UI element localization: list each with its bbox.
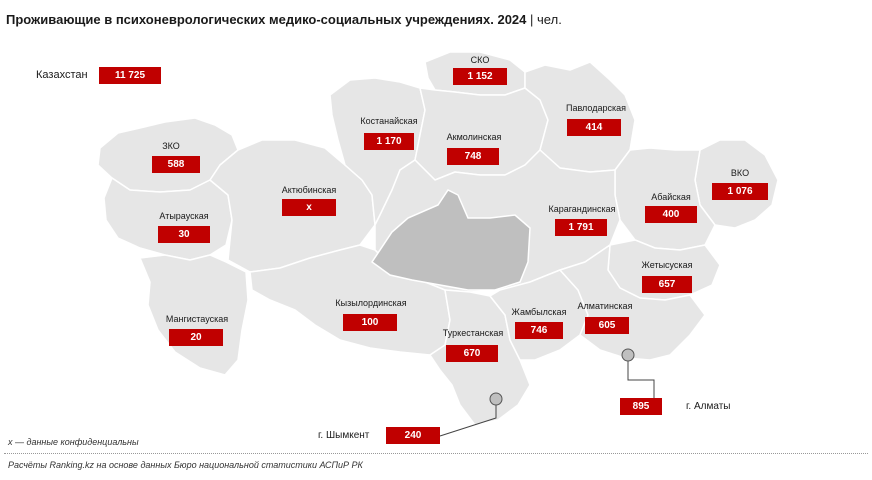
label-vko: ВКО (730, 168, 750, 178)
value-zhetysu: 657 (642, 276, 692, 293)
total-label: Казахстан (36, 69, 88, 81)
label-shymkent-city: г. Шымкент (318, 430, 370, 441)
value-akmola: 748 (447, 148, 499, 165)
title-separator: | (530, 12, 534, 27)
value-zhambyl: 746 (515, 322, 563, 339)
value-mangistau: 20 (169, 329, 223, 346)
shymkent-leader-line (439, 400, 497, 437)
label-karaganda: Карагандинская (548, 204, 616, 214)
label-mangistau: Мангистауская (165, 314, 229, 324)
value-shymkent-city: 240 (386, 427, 440, 444)
almaty-leader-line (627, 357, 655, 398)
title-main: Проживающие в психоневрологических медик… (6, 12, 527, 27)
value-sko: 1 152 (453, 68, 507, 85)
footer-divider (4, 453, 868, 454)
label-almaty-oblast: Алматинская (577, 301, 633, 311)
value-vko: 1 076 (712, 183, 768, 200)
label-sko: СКО (470, 55, 490, 65)
label-atyrau: Атырауская (159, 211, 209, 221)
value-kyzylorda: 100 (343, 314, 397, 331)
value-kostanay: 1 170 (364, 133, 414, 150)
label-akmola: Акмолинская (446, 132, 502, 142)
title-unit: чел. (537, 12, 562, 27)
highlighted-area (370, 189, 531, 291)
source-text: Расчёты Ranking.kz на основе данных Бюро… (8, 460, 363, 470)
chart-title: Проживающие в психоневрологических медик… (6, 12, 562, 27)
confidential-note: x — данные конфиденциальны (8, 437, 139, 447)
label-zko: ЗКО (162, 141, 180, 151)
value-atyrau: 30 (158, 226, 210, 243)
value-almaty-city: 895 (620, 398, 662, 415)
label-turkestan: Туркестанская (442, 328, 504, 338)
value-karaganda: 1 791 (555, 219, 607, 236)
value-pavlodar: 414 (567, 119, 621, 136)
value-turkestan: 670 (446, 345, 498, 362)
label-zhetysu: Жетысуская (641, 260, 693, 270)
almaty-marker (621, 348, 635, 362)
value-almaty-oblast: 605 (585, 317, 629, 334)
label-almaty-city: г. Алматы (686, 401, 731, 412)
label-zhambyl: Жамбылская (511, 307, 567, 317)
shymkent-marker (489, 392, 503, 406)
value-abay: 400 (645, 206, 697, 223)
label-abay: Абайская (651, 192, 691, 202)
label-aktobe: Актюбинская (281, 185, 337, 195)
label-kyzylorda: Кызылординская (335, 298, 407, 308)
value-aktobe: x (282, 199, 336, 216)
value-zko: 588 (152, 156, 200, 173)
total-value: 11 725 (99, 67, 161, 84)
label-kostanay: Костанайская (360, 116, 418, 126)
label-pavlodar: Павлодарская (566, 103, 626, 113)
